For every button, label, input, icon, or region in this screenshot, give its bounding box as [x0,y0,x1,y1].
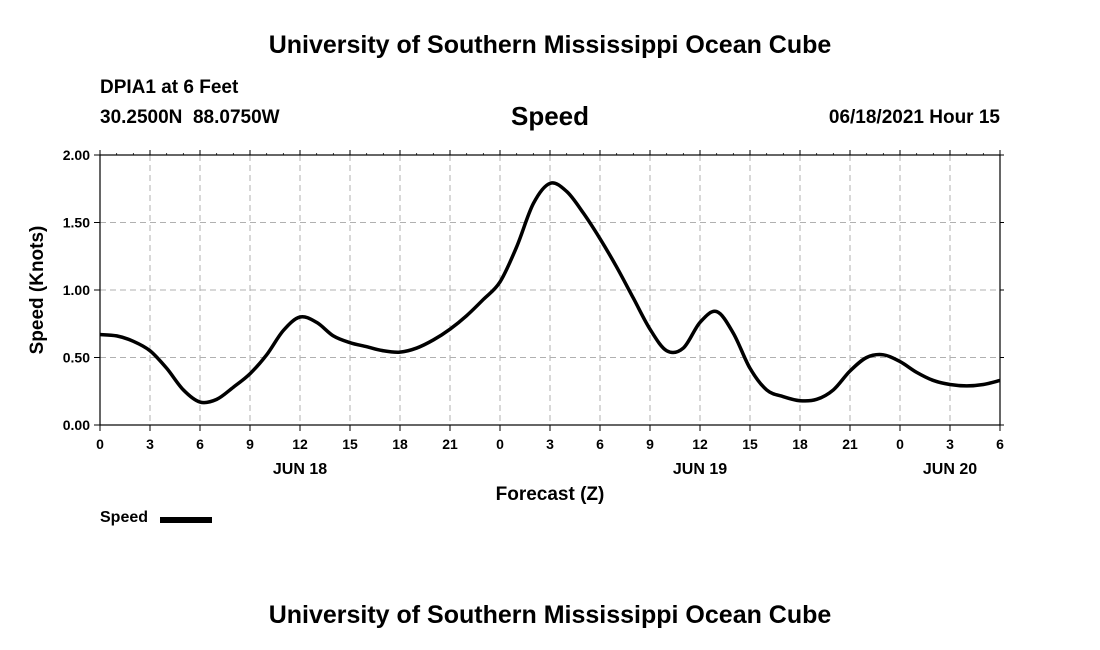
station-name: DPIA1 at 6 Feet [100,77,239,98]
x-tick-label: 3 [546,436,554,452]
x-tick-label: 6 [196,436,204,452]
x-tick-label: 12 [292,436,308,452]
bottom-title: University of Southern Mississippi Ocean… [268,601,832,629]
y-tick-label: 2.00 [63,147,90,163]
x-tick-label: 3 [946,436,954,452]
x-axis-label: Forecast (Z) [496,484,605,505]
x-tick-label: 0 [96,436,104,452]
y-tick-label: 0.00 [63,417,90,433]
legend-swatch [160,517,212,523]
x-tick-label: 3 [146,436,154,452]
x-tick-label: 18 [792,436,808,452]
x-day-label: JUN 18 [273,461,327,478]
forecast-timestamp: 06/18/2021 Hour 15 [828,107,1000,128]
y-axis-label: Speed (Knots) [27,226,48,355]
x-tick-label: 15 [342,436,358,452]
y-tick-label: 0.50 [63,350,90,366]
legend-label: Speed [100,509,149,526]
x-tick-label: 6 [596,436,604,452]
x-tick-label: 0 [896,436,904,452]
x-tick-label: 9 [646,436,654,452]
y-tick-label: 1.50 [63,215,90,231]
x-tick-label: 12 [692,436,708,452]
x-day-label: JUN 20 [923,461,977,478]
x-tick-label: 0 [496,436,504,452]
x-day-label: JUN 19 [673,461,727,478]
speed-series-line [99,181,1001,405]
plot-title: Speed [510,101,590,131]
x-tick-label: 21 [442,436,458,452]
x-tick-label: 6 [996,436,1004,452]
x-tick-label: 18 [392,436,408,452]
x-tick-label: 15 [742,436,758,452]
x-tick-label: 21 [842,436,858,452]
top-title: University of Southern Mississippi Ocean… [268,31,832,59]
y-tick-label: 1.00 [63,282,90,298]
station-coords: 30.2500N 88.0750W [100,107,280,128]
x-tick-label: 9 [246,436,254,452]
